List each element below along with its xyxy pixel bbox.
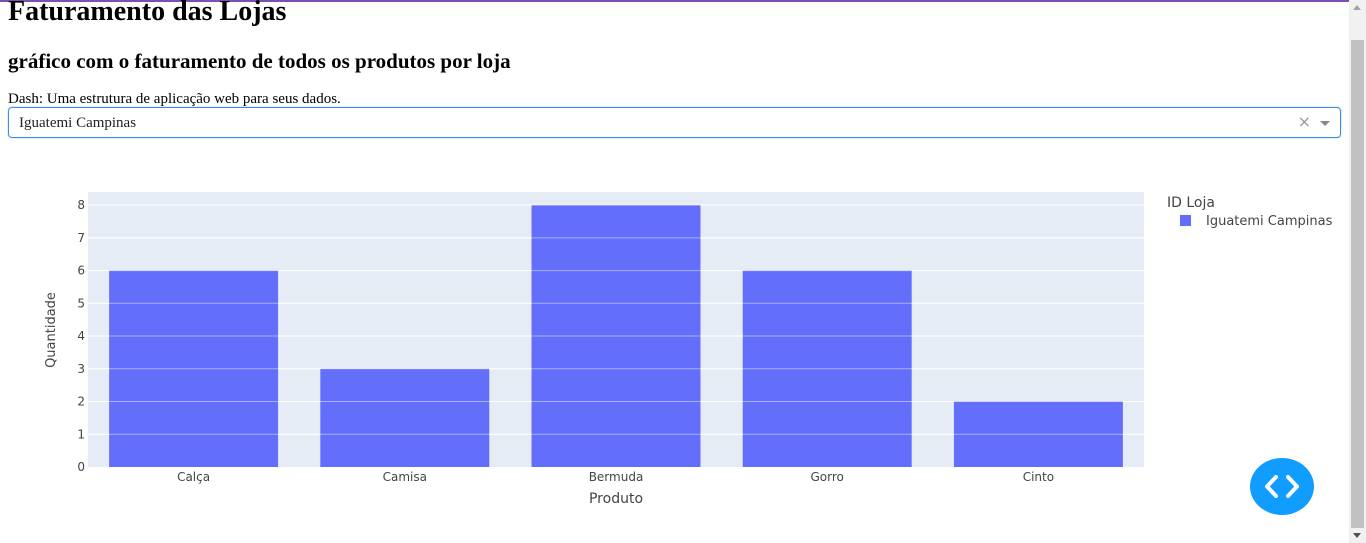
code-brackets-icon [1265, 475, 1299, 498]
bar[interactable] [109, 270, 279, 467]
x-tick-label: Calça [177, 470, 210, 484]
dropdown-selected-value: Iguatemi Campinas [19, 115, 137, 131]
page-subtitle: gráfico com o faturamento de todos os pr… [8, 49, 511, 73]
x-tick-label: Camisa [383, 470, 427, 484]
x-tick-label: Gorro [811, 470, 844, 484]
y-axis-label: Quantidade [44, 292, 59, 368]
scroll-up-icon[interactable] [1353, 5, 1361, 10]
top-accent-bar [0, 0, 1366, 2]
scroll-down-icon[interactable] [1353, 533, 1361, 538]
x-tick-label: Cinto [1023, 470, 1054, 484]
y-tick-label: 8 [77, 198, 85, 212]
legend-title: ID Loja [1167, 195, 1215, 211]
x-tick-labels: Calça Camisa Bermuda Gorro Cinto [177, 470, 1054, 484]
chevron-down-icon[interactable] [1320, 121, 1330, 126]
legend-item[interactable]: Iguatemi Campinas [1180, 214, 1333, 229]
bars [109, 205, 1123, 467]
bar-chart: 0 1 2 3 4 5 6 7 8 Calça Camisa Bermuda Gorro Cinto P… [44, 192, 1333, 507]
bar[interactable] [953, 401, 1123, 467]
bar[interactable] [531, 205, 701, 467]
bar-gridlines [88, 204, 1144, 435]
x-axis-label: Produto [589, 491, 643, 507]
bar[interactable] [320, 368, 490, 467]
dash-debug-toggle-button[interactable] [1250, 458, 1314, 515]
bar[interactable] [742, 270, 912, 467]
y-tick-label: 1 [77, 427, 85, 441]
scrollbar-thumb[interactable] [1351, 40, 1364, 528]
page-description: Dash: Uma estrutura de aplicação web par… [8, 91, 341, 107]
legend-label: Iguatemi Campinas [1206, 214, 1333, 229]
y-tick-label: 3 [77, 362, 85, 376]
clear-x-icon[interactable]: × [1297, 112, 1311, 131]
page-title: Faturamento das Lojas [8, 0, 287, 27]
y-tick-label: 5 [77, 296, 85, 310]
store-dropdown[interactable]: Iguatemi Campinas × [8, 107, 1341, 138]
vertical-scrollbar[interactable] [1349, 0, 1366, 543]
y-tick-label: 7 [77, 231, 85, 245]
y-tick-label: 4 [77, 329, 85, 343]
legend-swatch [1180, 215, 1191, 226]
y-tick-labels: 0 1 2 3 4 5 6 7 8 [77, 198, 85, 474]
x-tick-label: Bermuda [589, 470, 644, 484]
y-tick-label: 6 [77, 264, 85, 278]
y-tick-label: 2 [77, 395, 85, 409]
y-tick-label: 0 [77, 460, 85, 474]
